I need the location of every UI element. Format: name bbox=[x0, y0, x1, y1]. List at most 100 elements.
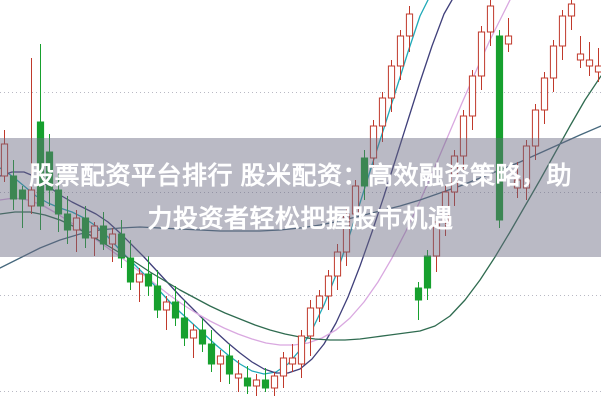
candle bbox=[144, 256, 153, 296]
candle bbox=[225, 344, 234, 384]
candle-body bbox=[45, 151, 54, 191]
candle bbox=[360, 150, 369, 200]
candle bbox=[540, 72, 549, 124]
candle-body bbox=[81, 217, 90, 239]
candle-body bbox=[288, 357, 297, 365]
candle-body bbox=[72, 217, 81, 231]
headline-line-2: 力投资者轻松把握股市机遇 bbox=[147, 204, 454, 233]
candle bbox=[549, 40, 558, 92]
candle-body bbox=[243, 377, 252, 387]
candle-body bbox=[63, 213, 72, 231]
candle bbox=[108, 228, 117, 262]
candle bbox=[297, 330, 306, 378]
candle bbox=[378, 92, 387, 142]
candle-body bbox=[585, 59, 594, 67]
candle-body bbox=[135, 273, 144, 283]
candle-body bbox=[540, 77, 549, 111]
candle-body bbox=[234, 373, 243, 379]
candle-body bbox=[549, 45, 558, 79]
candle bbox=[432, 216, 441, 272]
candle bbox=[171, 286, 180, 326]
candle bbox=[162, 296, 171, 330]
candle bbox=[81, 206, 90, 248]
candle bbox=[189, 324, 198, 358]
candle bbox=[207, 330, 216, 372]
candle bbox=[504, 18, 513, 52]
candle-body bbox=[432, 221, 441, 257]
candle bbox=[126, 240, 135, 290]
candle bbox=[180, 300, 189, 346]
candle bbox=[495, 30, 504, 228]
candle-body bbox=[216, 355, 225, 365]
candle bbox=[198, 318, 207, 352]
candle bbox=[567, 0, 576, 30]
candle bbox=[27, 58, 36, 214]
candle-body bbox=[567, 3, 576, 17]
ma-line-ma5 bbox=[0, 0, 429, 375]
candle bbox=[387, 60, 396, 112]
candle-body bbox=[360, 157, 369, 187]
candle bbox=[135, 268, 144, 302]
candle-body bbox=[126, 257, 135, 283]
candle bbox=[90, 222, 99, 256]
candle-body bbox=[522, 145, 531, 189]
candle bbox=[117, 220, 126, 268]
candle-body bbox=[225, 355, 234, 375]
candle bbox=[18, 186, 27, 228]
candle-body bbox=[306, 307, 315, 337]
candle bbox=[351, 180, 360, 226]
candle bbox=[396, 30, 405, 80]
candle bbox=[315, 290, 324, 322]
candle-body bbox=[252, 379, 261, 387]
candle bbox=[288, 344, 297, 372]
candle-body bbox=[99, 225, 108, 245]
candle-body bbox=[189, 329, 198, 339]
candle bbox=[459, 110, 468, 170]
candle bbox=[45, 134, 54, 206]
candle-body bbox=[279, 357, 288, 377]
candle bbox=[558, 10, 567, 60]
candle-body bbox=[0, 143, 9, 177]
headline-overlay-band: 股票配资平台排行 股米配资：高效融资策略，助 力投资者轻松把握股市机遇 bbox=[0, 138, 601, 257]
candle bbox=[333, 244, 342, 290]
candle bbox=[450, 150, 459, 206]
candle-body bbox=[486, 5, 495, 33]
candle bbox=[522, 140, 531, 200]
candle-body bbox=[351, 185, 360, 215]
candle bbox=[414, 282, 423, 320]
candle-body bbox=[468, 75, 477, 117]
candle-body bbox=[531, 109, 540, 147]
candle bbox=[252, 374, 261, 396]
candle-body bbox=[594, 65, 601, 73]
candle bbox=[441, 186, 450, 236]
candle-body bbox=[54, 189, 63, 215]
candle bbox=[342, 208, 351, 266]
candle-body bbox=[477, 31, 486, 77]
candle bbox=[63, 196, 72, 244]
candle bbox=[261, 368, 270, 392]
candle-body bbox=[405, 13, 414, 37]
candle bbox=[234, 360, 243, 392]
candle-body bbox=[162, 301, 171, 311]
candle-body bbox=[441, 191, 450, 223]
candle-body bbox=[117, 233, 126, 259]
candle bbox=[216, 350, 225, 382]
candle-body bbox=[18, 189, 27, 200]
candle-body bbox=[369, 125, 378, 159]
candle bbox=[72, 210, 81, 252]
candle-body bbox=[504, 35, 513, 45]
candle-body bbox=[180, 317, 189, 339]
candle bbox=[270, 372, 279, 396]
candle-body bbox=[27, 189, 36, 207]
candle-body bbox=[396, 35, 405, 67]
candle-body bbox=[9, 175, 18, 200]
candle bbox=[306, 300, 315, 356]
candle-body bbox=[414, 287, 423, 301]
candle-body bbox=[459, 115, 468, 157]
candle-body bbox=[423, 255, 432, 289]
candle bbox=[468, 70, 477, 130]
candle bbox=[423, 250, 432, 300]
candle bbox=[486, 0, 495, 46]
